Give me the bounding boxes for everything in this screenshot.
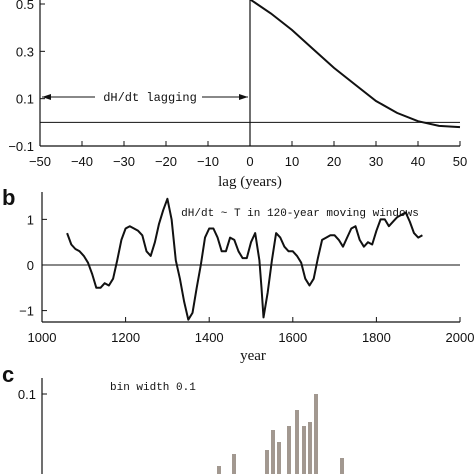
y-tick-label: 1 [27, 212, 34, 227]
y-tick-label: 0.5 [16, 0, 34, 12]
panel-b: 1000 1200 1400 1600 1800 2000 1 0 −1 dH/dt ~ T in… [19, 192, 474, 364]
x-tick-label: 50 [453, 154, 467, 169]
panel-c: 0.1 bin width 0.1 [18, 378, 344, 474]
x-tick-label: 30 [369, 154, 383, 169]
panel-a-annotation: dH/dt lagging [103, 91, 197, 105]
panel-c-annotation: bin width 0.1 [110, 382, 196, 394]
x-tick-label: 1800 [362, 330, 391, 345]
y-tick-label: −1 [19, 304, 34, 319]
histogram-bar [232, 454, 236, 474]
histogram-bar [277, 442, 281, 474]
x-tick-label: 10 [285, 154, 299, 169]
panel-b-series-line [66, 197, 423, 321]
panel-c-letter: c [2, 362, 14, 387]
x-tick-label: 1200 [111, 330, 140, 345]
histogram-bar [340, 458, 344, 474]
x-tick-label: −20 [155, 154, 177, 169]
histogram-bar [295, 410, 299, 474]
panel-a-x-axis-title: lag (years) [218, 174, 282, 190]
x-tick-label: 40 [411, 154, 425, 169]
x-tick-label: 0 [246, 154, 253, 169]
y-tick-label: 0.3 [16, 44, 34, 59]
arrowhead-left [42, 94, 51, 100]
x-tick-label: 2000 [446, 330, 474, 345]
x-tick-label: −40 [71, 154, 93, 169]
panel-a-series-line [249, 0, 461, 129]
x-tick-label: 1000 [28, 330, 57, 345]
x-tick-label: −10 [197, 154, 219, 169]
y-tick-label: 0.1 [16, 92, 34, 107]
y-tick-label: −0.1 [8, 139, 34, 154]
x-tick-label: 20 [327, 154, 341, 169]
x-tick-label: −50 [29, 154, 51, 169]
x-tick-label: −30 [113, 154, 135, 169]
y-tick-label: 0.1 [18, 387, 36, 402]
histogram-bar [314, 394, 318, 474]
histogram-bar [302, 426, 306, 474]
panel-b-letter: b [2, 185, 15, 210]
histogram-bar [287, 426, 291, 474]
x-tick-label: 1400 [195, 330, 224, 345]
y-tick-label: 0 [27, 258, 34, 273]
panel-a: −50 −40 −30 −20 −10 0 10 20 30 40 50 0.5 0.3 0.1 −0.1 d… [8, 0, 467, 190]
histogram-bar [308, 422, 312, 474]
histogram-bar [271, 430, 275, 474]
histogram-bar [217, 466, 221, 474]
x-tick-label: 1600 [278, 330, 307, 345]
arrowhead-right [239, 94, 248, 100]
panel-b-annotation: dH/dt ~ T in 120-year moving windows [181, 208, 419, 220]
histogram-bar [265, 450, 269, 474]
panel-b-x-axis-title: year [240, 348, 266, 364]
